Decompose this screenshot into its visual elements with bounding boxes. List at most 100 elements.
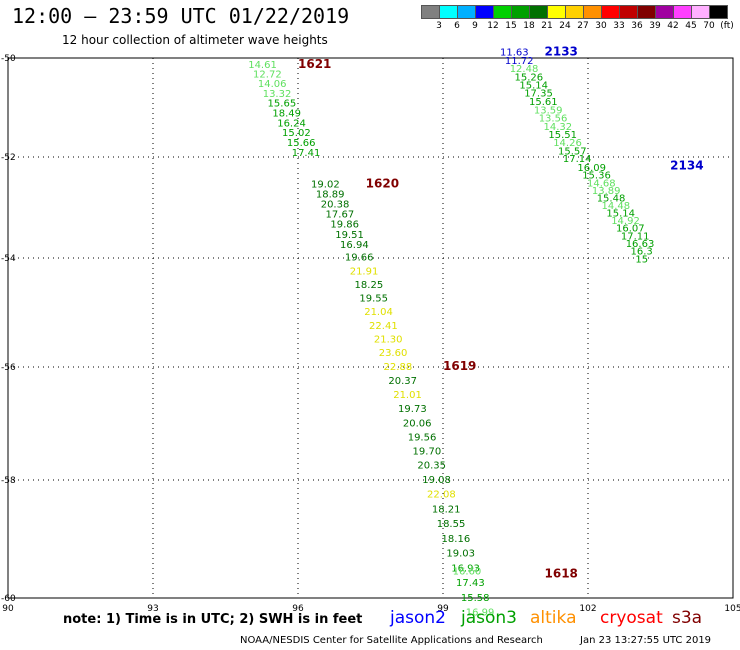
wave-height-value: 14.26 bbox=[553, 138, 582, 149]
wave-height-value: 22.08 bbox=[427, 490, 456, 501]
legend-altika: altika bbox=[530, 608, 577, 628]
generated-timestamp: Jan 23 13:27:55 UTC 2019 bbox=[580, 635, 712, 646]
color-scale-bar bbox=[421, 5, 728, 19]
wave-height-value: 19.03 bbox=[446, 549, 475, 560]
wave-height-value: 13.56 bbox=[539, 113, 568, 124]
wave-height-value: 22.41 bbox=[369, 321, 398, 332]
wave-height-value: 20.06 bbox=[403, 418, 432, 429]
wave-height-value: 17.41 bbox=[292, 148, 321, 159]
wave-height-value: 15.48 bbox=[597, 193, 626, 204]
wave-height-value: 14.48 bbox=[602, 201, 631, 212]
color-swatch bbox=[709, 5, 728, 19]
color-scale-label: 30 bbox=[595, 21, 607, 31]
wave-height-value: 15.02 bbox=[282, 128, 311, 139]
color-scale-label: 42 bbox=[667, 21, 679, 31]
wave-height-value: 19.51 bbox=[335, 230, 364, 241]
color-scale-label: 3 bbox=[436, 21, 442, 31]
wave-height-value: 17.14 bbox=[563, 154, 592, 165]
latitude-tick-label: -54 bbox=[1, 254, 16, 264]
wave-height-value: 16.99 bbox=[466, 608, 495, 619]
wave-height-value: 15.26 bbox=[515, 72, 544, 83]
wave-height-value: 15.51 bbox=[548, 130, 577, 141]
wave-height-value: 16.93 bbox=[451, 563, 480, 574]
wave-height-value: 21.04 bbox=[364, 307, 393, 318]
page-subtitle: 12 hour collection of altimeter wave hei… bbox=[62, 33, 328, 47]
pass-number-label: 1621 bbox=[298, 57, 331, 71]
color-scale-label: 18 bbox=[523, 21, 535, 31]
footnote: note: 1) Time is in UTC; 2) SWH is in fe… bbox=[63, 612, 363, 627]
pass-number-label: 1620 bbox=[366, 176, 399, 190]
wave-height-value: 18.16 bbox=[442, 534, 471, 545]
wave-height-value: 13.32 bbox=[263, 89, 292, 100]
pass-number-label: 2133 bbox=[545, 45, 578, 59]
wave-height-value: 23.60 bbox=[379, 348, 408, 359]
color-scale-label: 12 bbox=[487, 21, 499, 31]
color-scale-label: 33 bbox=[613, 21, 625, 31]
wave-height-value: 15 bbox=[635, 254, 648, 265]
wave-height-value: 14.92 bbox=[611, 216, 640, 227]
latitude-tick-label: -52 bbox=[1, 153, 16, 163]
wave-height-value: 19.66 bbox=[345, 253, 374, 264]
color-scale-label: 36 bbox=[631, 21, 643, 31]
wave-height-value: 17.67 bbox=[326, 210, 355, 221]
wave-height-value: 15.14 bbox=[606, 209, 635, 220]
wave-height-value: 15.14 bbox=[519, 81, 548, 92]
longitude-tick-label: 105 bbox=[724, 604, 740, 614]
wave-height-value: 21.91 bbox=[350, 266, 379, 277]
color-scale-label: 24 bbox=[559, 21, 571, 31]
wave-height-value: 16.09 bbox=[577, 163, 606, 174]
wave-height-value: 15.57 bbox=[558, 147, 587, 158]
wave-height-value: 11.63 bbox=[500, 48, 529, 59]
wave-height-value: 16.63 bbox=[626, 239, 655, 250]
wave-height-value: 18.55 bbox=[437, 519, 466, 530]
wave-height-value: 16.07 bbox=[616, 224, 645, 235]
wave-height-value: 19.56 bbox=[408, 432, 437, 443]
latitude-tick-label: -58 bbox=[1, 476, 16, 486]
wave-height-value: 19.08 bbox=[422, 475, 451, 486]
longitude-tick-label: 102 bbox=[579, 604, 596, 614]
longitude-tick-label: 96 bbox=[292, 604, 304, 614]
wave-height-value: 13.59 bbox=[534, 105, 563, 116]
wave-height-value: 12.48 bbox=[510, 64, 539, 75]
agency-credit: NOAA/NESDIS Center for Satellite Applica… bbox=[240, 635, 543, 646]
color-scale-labels: 3 6 9 12 15 18 21 24 27 30 33 36 39 42 45 70 (ft) bbox=[421, 21, 740, 33]
wave-height-value: 15.65 bbox=[268, 99, 297, 110]
wave-height-value: 19.55 bbox=[359, 294, 388, 305]
longitude-tick-label: 99 bbox=[437, 604, 449, 614]
wave-height-value: 20.38 bbox=[321, 200, 350, 211]
wave-height-value: 19.02 bbox=[311, 179, 340, 190]
legend-cryosat: cryosat bbox=[600, 608, 663, 628]
wave-height-value: 18.49 bbox=[272, 108, 301, 119]
wave-height-value: 16.94 bbox=[340, 240, 369, 251]
page-title: 12:00 – 23:59 UTC 01/22/2019 bbox=[12, 4, 350, 28]
wave-height-value: 19.70 bbox=[413, 447, 442, 458]
color-scale-label: (ft) bbox=[720, 21, 734, 31]
wave-height-value: 15.66 bbox=[287, 138, 316, 149]
color-scale-label: 70 bbox=[703, 21, 715, 31]
wave-height-value: 14.68 bbox=[587, 178, 616, 189]
wave-height-value: 12.72 bbox=[253, 69, 282, 80]
wave-height-value: 17.43 bbox=[456, 578, 485, 589]
wave-height-value: 18.21 bbox=[432, 504, 461, 515]
wave-height-value: 14.61 bbox=[248, 60, 277, 71]
color-scale-label: 21 bbox=[541, 21, 553, 31]
legend-jason2: jason2 bbox=[390, 608, 446, 628]
pass-number-label: 1618 bbox=[545, 566, 578, 580]
wave-height-value: 20.35 bbox=[417, 461, 446, 472]
color-scale-label: 27 bbox=[577, 21, 589, 31]
legend-jason3: jason3 bbox=[461, 608, 517, 628]
wave-height-value: 17.11 bbox=[621, 231, 650, 242]
wave-height-value: 16.24 bbox=[277, 118, 306, 129]
wave-height-value: 21.01 bbox=[393, 390, 422, 401]
wave-height-value: 22.88 bbox=[384, 362, 413, 373]
wave-height-value: 13.89 bbox=[592, 186, 621, 197]
wave-height-value: 15.58 bbox=[461, 593, 490, 604]
wave-height-value: 15.61 bbox=[529, 97, 558, 108]
color-scale-label: 6 bbox=[454, 21, 460, 31]
pass-number-label: 2134 bbox=[670, 159, 703, 173]
wave-height-value: 19.73 bbox=[398, 404, 427, 415]
wave-height-value: 19.86 bbox=[330, 220, 359, 231]
legend-s3a: s3a bbox=[672, 608, 703, 628]
color-scale-label: 15 bbox=[505, 21, 517, 31]
